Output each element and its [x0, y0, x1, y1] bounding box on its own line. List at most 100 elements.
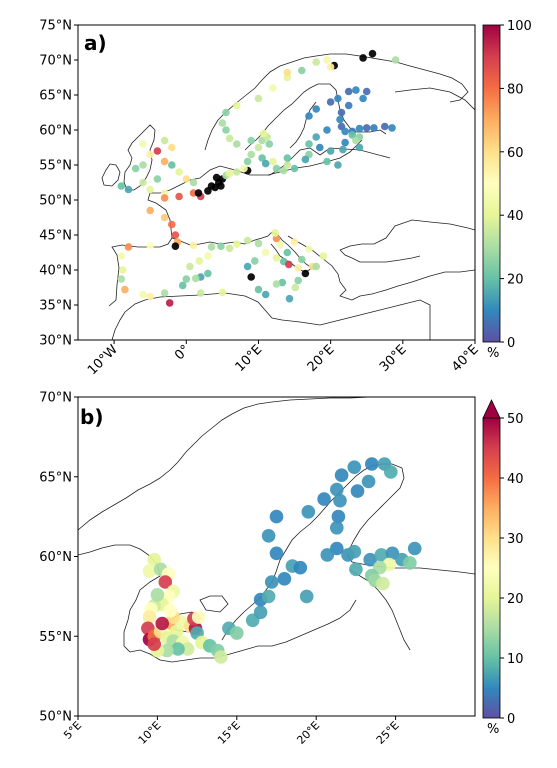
panel-b-point — [350, 484, 365, 498]
panel-a-point — [294, 264, 303, 272]
panel-a-point — [204, 252, 212, 260]
panel-a-point — [168, 161, 176, 169]
panel-b-point — [191, 610, 206, 624]
panel-a-point — [119, 266, 127, 274]
panel-a-point — [305, 140, 313, 148]
panel-b-x-axis: 5°E 10°E 15°E 20°E 25°E — [61, 716, 402, 747]
panel-a-point — [160, 136, 169, 145]
panel-a-point — [391, 56, 400, 64]
panel-a-y-tick-label: 60°N — [39, 124, 72, 139]
panel-a-point — [283, 161, 292, 169]
panel-a-point — [254, 239, 263, 248]
panel-a-point — [233, 101, 241, 110]
panel-b-y-tick-label: 50°N — [39, 710, 72, 725]
panel-a-point — [265, 140, 274, 148]
panel-a-frame — [77, 24, 476, 341]
panel-a-point — [298, 66, 306, 75]
panel-b-point — [333, 493, 347, 508]
panel-b-point — [147, 637, 161, 651]
panel-a-point — [160, 157, 169, 166]
panel-a-point — [272, 254, 281, 262]
panel-b-colorbar-tick-label: 50 — [507, 412, 524, 427]
panel-b-point — [214, 650, 228, 664]
panel-a-point — [222, 108, 230, 117]
panel-a-colorbar — [482, 24, 501, 343]
panel-a-point — [319, 252, 328, 260]
panel-b-point — [142, 564, 157, 578]
panel-b-point — [147, 552, 161, 567]
panel-a-point — [381, 122, 389, 131]
panel-a: 30°N 35°N 40°N 45°N 50°N 55°N 60°N 65°N 70°N 75°N… — [39, 19, 532, 379]
panel-b-y-tick-label: 70°N — [39, 391, 72, 406]
panel-a-colorbar-tick-label: 40 — [507, 209, 524, 224]
panel-a-point — [243, 262, 252, 271]
panel-a-y-tick-label: 70°N — [39, 54, 72, 69]
panel-b-point — [142, 610, 157, 624]
panel-a-point — [124, 243, 133, 251]
panel-a-point — [204, 269, 212, 278]
panel-a-point — [312, 105, 321, 113]
panel-a-point — [388, 124, 396, 132]
panel-a-point — [243, 236, 252, 245]
panel-a-y-tick-label: 45°N — [39, 229, 72, 244]
panel-a-point — [153, 147, 162, 155]
panel-a-point — [218, 119, 227, 127]
panel-a-point — [212, 173, 221, 182]
panel-a-point — [207, 182, 216, 190]
panel-a-point — [121, 285, 129, 294]
panel-a-point — [283, 154, 292, 162]
panel-b-point — [269, 509, 284, 524]
panel-a-point — [261, 248, 270, 257]
panel-a-point — [165, 299, 174, 307]
panel-a-point — [182, 175, 191, 183]
panel-a-point — [326, 63, 335, 71]
panel-b-x-tick-label: 25°E — [374, 719, 402, 747]
panel-a-point — [186, 262, 194, 271]
panel-b-colorbar-ticks: 0 10 20 30 40 50 — [500, 412, 524, 727]
panel-a-point — [240, 164, 248, 173]
panel-a-x-tick-label: 0° — [172, 342, 193, 363]
panel-a-point — [117, 182, 126, 190]
panel-a-point — [312, 58, 321, 66]
panel-a-point — [348, 131, 357, 139]
panel-a-point — [233, 140, 241, 148]
panel-a-point — [160, 213, 169, 222]
panel-a-point — [146, 241, 154, 250]
panel-a-point — [189, 178, 198, 187]
panel-b-point — [150, 588, 165, 602]
panel-a-point — [269, 157, 277, 166]
panel-b-point — [363, 552, 378, 567]
panel-b-y-tick-label: 60°N — [39, 550, 72, 565]
panel-a-point — [362, 124, 371, 132]
panel-a-point — [355, 143, 364, 152]
panel-b-colorbar-tick-label: 10 — [507, 652, 524, 667]
panel-b-point — [155, 616, 169, 631]
panel-a-point — [254, 143, 263, 152]
panel-b-point — [331, 509, 346, 524]
panel-a-point — [233, 168, 241, 176]
panel-b-point — [317, 492, 331, 506]
panel-b-point — [365, 457, 379, 471]
panel-a-point — [279, 166, 288, 175]
panel-a-point — [261, 290, 270, 299]
panel-b-point — [230, 626, 244, 640]
panel-a-point — [283, 248, 292, 257]
panel-b-point — [334, 468, 349, 483]
panel-a-point — [316, 143, 324, 152]
panel-a-point — [254, 285, 263, 294]
panel-a-point — [175, 192, 183, 201]
panel-a-point — [355, 124, 364, 133]
panel-a-point — [146, 206, 154, 215]
panel-b-point — [301, 505, 316, 519]
panel-a-point — [139, 140, 147, 148]
panel-a-point — [334, 94, 342, 103]
panel-b-x-tick-label: 15°E — [215, 719, 243, 747]
panel-a-point — [323, 56, 331, 64]
panel-a-point — [336, 115, 344, 124]
panel-a-point — [323, 157, 331, 166]
panel-a-point — [247, 136, 255, 145]
panel-a-x-tick-label: 30°E — [377, 342, 410, 375]
panel-b-point — [264, 575, 279, 589]
panel-a-point — [139, 290, 147, 299]
